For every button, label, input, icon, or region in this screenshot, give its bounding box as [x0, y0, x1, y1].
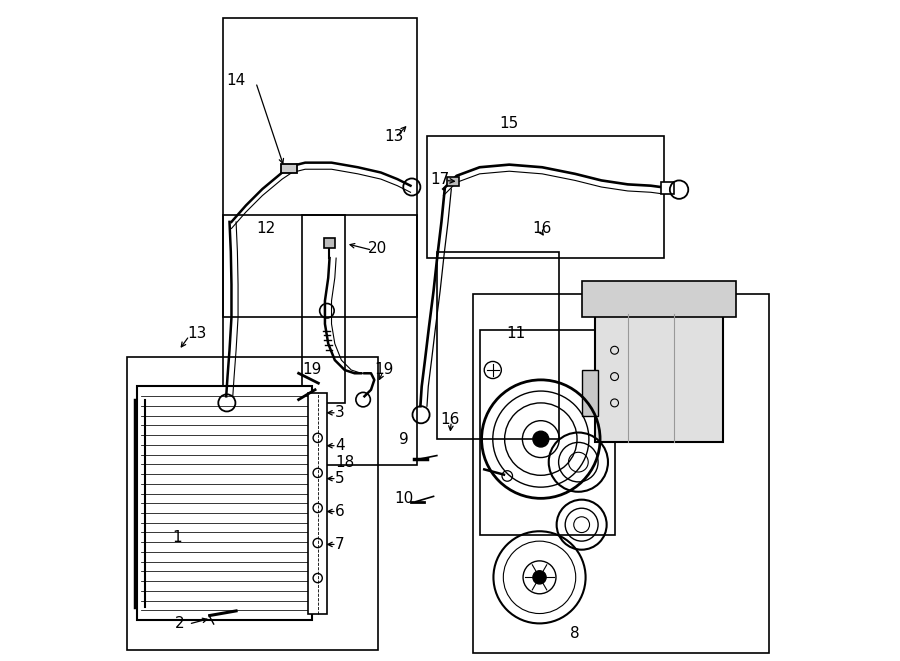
Text: 19: 19 — [302, 362, 321, 377]
Bar — [436, 252, 559, 439]
Bar — [223, 215, 345, 403]
Bar — [302, 215, 417, 465]
Text: 8: 8 — [571, 626, 580, 641]
Text: 3: 3 — [335, 405, 345, 420]
Text: 15: 15 — [500, 116, 519, 131]
Text: 14: 14 — [227, 73, 246, 88]
Text: 13: 13 — [187, 327, 206, 341]
Bar — [138, 387, 311, 620]
Bar — [661, 182, 674, 194]
Circle shape — [533, 570, 546, 584]
Bar — [473, 294, 770, 653]
Text: 11: 11 — [506, 327, 526, 341]
Text: 2: 2 — [176, 616, 184, 631]
Text: 9: 9 — [399, 432, 409, 447]
Bar — [581, 281, 736, 317]
Text: 13: 13 — [384, 129, 404, 144]
Text: 4: 4 — [335, 438, 345, 453]
Bar — [581, 370, 598, 416]
Bar — [223, 18, 417, 317]
Circle shape — [533, 431, 549, 447]
Text: 12: 12 — [256, 221, 275, 236]
Bar — [324, 238, 336, 249]
Text: 17: 17 — [430, 172, 450, 186]
Text: 7: 7 — [335, 537, 345, 552]
Text: 19: 19 — [374, 362, 394, 377]
Text: 18: 18 — [335, 455, 355, 470]
Text: 16: 16 — [533, 221, 552, 236]
Bar — [427, 136, 664, 258]
Text: 5: 5 — [335, 471, 345, 486]
Text: 20: 20 — [368, 241, 387, 256]
Text: 16: 16 — [440, 412, 460, 427]
Text: 10: 10 — [394, 491, 413, 506]
Bar — [595, 314, 724, 442]
Text: 1: 1 — [172, 530, 182, 545]
Bar — [309, 393, 327, 613]
Bar — [281, 164, 297, 173]
Bar — [480, 330, 615, 535]
Bar — [128, 357, 378, 650]
Text: 6: 6 — [335, 504, 345, 519]
Bar — [446, 177, 459, 186]
